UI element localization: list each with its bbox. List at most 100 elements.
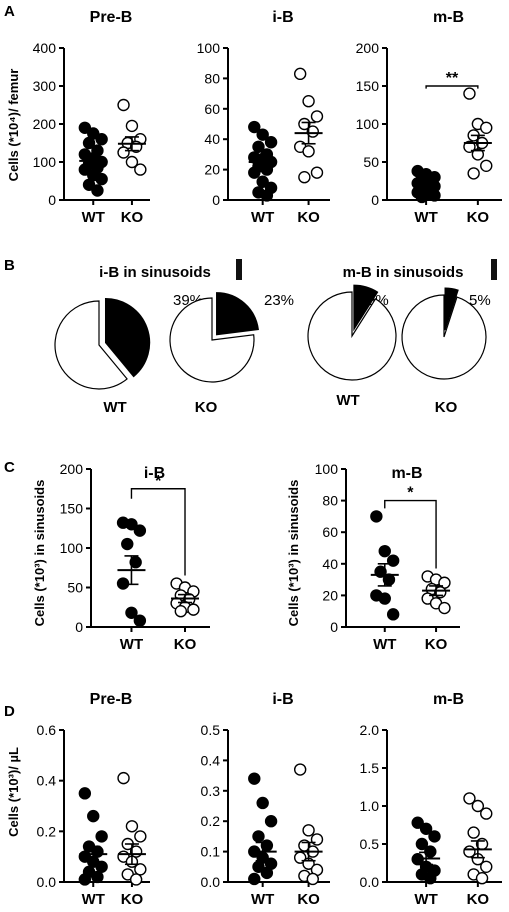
data-point-wt [121, 537, 134, 551]
scatter-chart-6: i-B 0.0 0.1 0.2 0.3 0.4 0.5 WT KO [201, 691, 330, 908]
data-point-wt [82, 178, 96, 192]
pie-title-mb: m-B in sinusoids [343, 264, 464, 281]
y-tick-label: 80 [204, 70, 220, 86]
data-point-wt [78, 121, 92, 135]
pie-slice-in-sinusoids [444, 287, 459, 331]
data-point-ko [310, 110, 324, 123]
y-tick-label: 1.0 [360, 798, 380, 814]
data-point-ko [480, 159, 493, 173]
data-point-ko [125, 820, 139, 833]
data-point-ko [302, 145, 315, 158]
data-point-wt [248, 166, 261, 179]
y-tick-label: 50 [67, 580, 83, 596]
x-tick-label: KO [425, 636, 448, 653]
data-point-ko [463, 792, 476, 805]
significance-bracket [425, 85, 479, 89]
data-point-wt [415, 837, 429, 851]
x-tick-label: KO [121, 891, 144, 908]
data-point-wt [252, 140, 265, 154]
pie-title-ib: i-B in sinusoids [99, 264, 211, 281]
pie-title-ib-legend-bar [236, 259, 242, 280]
scatter-chart-7: m-B 0.0 0.5 1.0 1.5 2.0 WT KO [360, 691, 502, 908]
x-tick-label: WT [251, 209, 274, 226]
y-tick-label: 60 [322, 524, 338, 540]
data-point-wt [260, 189, 274, 202]
y-tick-label: 0.4 [201, 752, 221, 768]
data-point-ko [463, 140, 476, 154]
x-tick-label: KO [467, 209, 490, 226]
y-tick-label: 0 [212, 192, 220, 208]
x-tick-label: WT [82, 209, 105, 226]
y-tick-label: 200 [60, 461, 84, 477]
pie-slice-rest [169, 297, 255, 383]
data-point-ko [125, 155, 139, 169]
pie-slice-rest [307, 291, 397, 381]
y-tick-label: 0.5 [360, 836, 380, 852]
data-point-ko [134, 863, 147, 876]
y-tick-label: 300 [33, 78, 57, 94]
data-point-wt [260, 866, 274, 880]
y-tick-label: 40 [322, 556, 338, 572]
data-point-wt [256, 796, 269, 810]
data-point-ko [117, 146, 130, 159]
panel-c-y-label-left: Cells (*10³) in sinusoids [32, 480, 47, 627]
y-tick-label: 60 [204, 101, 220, 117]
panel-letter-d: D [4, 703, 15, 720]
scatter-chart-4: m-B 0 20 40 60 80 100 WT KO * [315, 461, 460, 653]
data-point-wt [248, 772, 261, 785]
pie-title-mb-legend-bar [491, 259, 497, 280]
data-point-wt [95, 172, 108, 186]
scatter-chart-1: i-B 0 20 40 60 80 100 WT KO [197, 9, 330, 226]
y-tick-label: 0 [371, 192, 379, 208]
y-tick-label: 0 [48, 192, 56, 208]
data-point-wt [424, 872, 437, 885]
data-point-wt [133, 614, 147, 627]
panel-letter-b: B [4, 257, 15, 274]
y-tick-label: 0.0 [201, 874, 221, 890]
chart-title: Pre-B [90, 9, 133, 26]
significance-label: ** [446, 70, 459, 87]
y-tick-label: 400 [33, 40, 57, 56]
data-point-wt [95, 860, 108, 873]
chart-title: m-B [433, 691, 464, 708]
y-tick-label: 0.5 [201, 722, 221, 738]
data-point-ko [293, 763, 307, 776]
y-tick-label: 0 [330, 619, 338, 635]
panel-letter-a: A [4, 3, 15, 20]
pie-slice-rest [401, 294, 487, 380]
y-tick-label: 50 [363, 154, 379, 170]
data-point-ko [480, 860, 493, 873]
pie-pct-ib-ko: 23% [264, 292, 294, 309]
data-point-ko [302, 824, 315, 837]
data-point-wt [428, 830, 441, 843]
x-tick-label: KO [467, 891, 490, 908]
y-tick-label: 2.0 [360, 722, 380, 738]
data-point-ko [129, 873, 143, 886]
y-tick-label: 100 [315, 461, 339, 477]
y-tick-label: 0.2 [201, 813, 221, 829]
data-point-wt [91, 184, 104, 197]
data-point-ko [174, 605, 188, 618]
y-tick-label: 0.0 [37, 874, 57, 890]
data-point-wt [248, 872, 261, 886]
y-tick-label: 0.4 [37, 773, 57, 789]
data-point-ko [125, 119, 139, 133]
data-point-ko [298, 170, 311, 184]
data-point-wt [428, 189, 441, 202]
data-point-ko [134, 163, 147, 176]
pie-slice-in-sinusoids [104, 298, 151, 378]
chart-title: i-B [272, 691, 293, 708]
data-point-wt [78, 787, 92, 800]
data-point-ko [467, 167, 480, 180]
data-point-wt [87, 809, 100, 823]
panel-letter-c: C [4, 459, 15, 476]
y-tick-label: 0.0 [360, 874, 380, 890]
x-tick-label: KO [121, 209, 144, 226]
data-point-wt [264, 815, 278, 828]
y-tick-label: 40 [204, 131, 220, 147]
chart-title: i-B [144, 465, 165, 482]
data-point-wt [370, 510, 383, 523]
data-point-ko [306, 125, 319, 138]
data-point-ko [117, 771, 130, 785]
data-point-ko [306, 872, 319, 886]
